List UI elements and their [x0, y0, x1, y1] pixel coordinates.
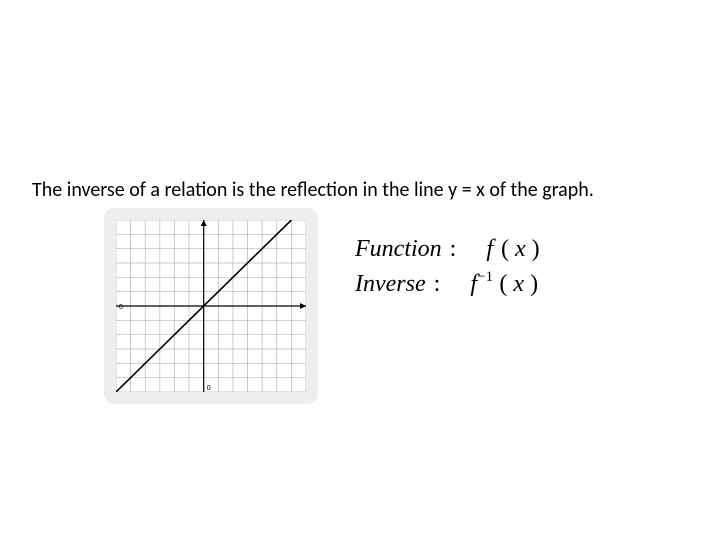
fn-arg: x — [513, 271, 524, 297]
math-function-row: Function : f ( x ) — [355, 232, 540, 267]
axes — [116, 220, 306, 392]
open-paren: ( — [501, 236, 509, 262]
close-paren: ) — [532, 236, 540, 262]
fn-name: f — [486, 236, 493, 262]
svg-text:0: 0 — [119, 304, 123, 311]
math-block: Function : f ( x ) Inverse : f−1 ( x ) — [355, 232, 540, 302]
graph-svg: 00 — [116, 220, 306, 392]
colon: : — [450, 236, 457, 262]
caption-text: The inverse of a relation is the reflect… — [32, 178, 692, 203]
math-function-label: Function — [355, 236, 442, 262]
fn-arg: x — [515, 236, 526, 262]
graph-plot-area: 00 — [116, 220, 306, 392]
math-inverse-label: Inverse — [355, 271, 426, 297]
slide: The inverse of a relation is the reflect… — [0, 0, 720, 540]
axis-labels: 00 — [119, 304, 211, 392]
svg-text:0: 0 — [207, 385, 211, 392]
graph-panel: 00 — [104, 208, 318, 404]
math-inverse-row: Inverse : f−1 ( x ) — [355, 267, 540, 302]
colon: : — [434, 271, 441, 297]
open-paren: ( — [499, 271, 507, 297]
close-paren: ) — [530, 271, 538, 297]
fn-exponent: −1 — [477, 269, 493, 285]
fn-name: f — [470, 271, 477, 297]
